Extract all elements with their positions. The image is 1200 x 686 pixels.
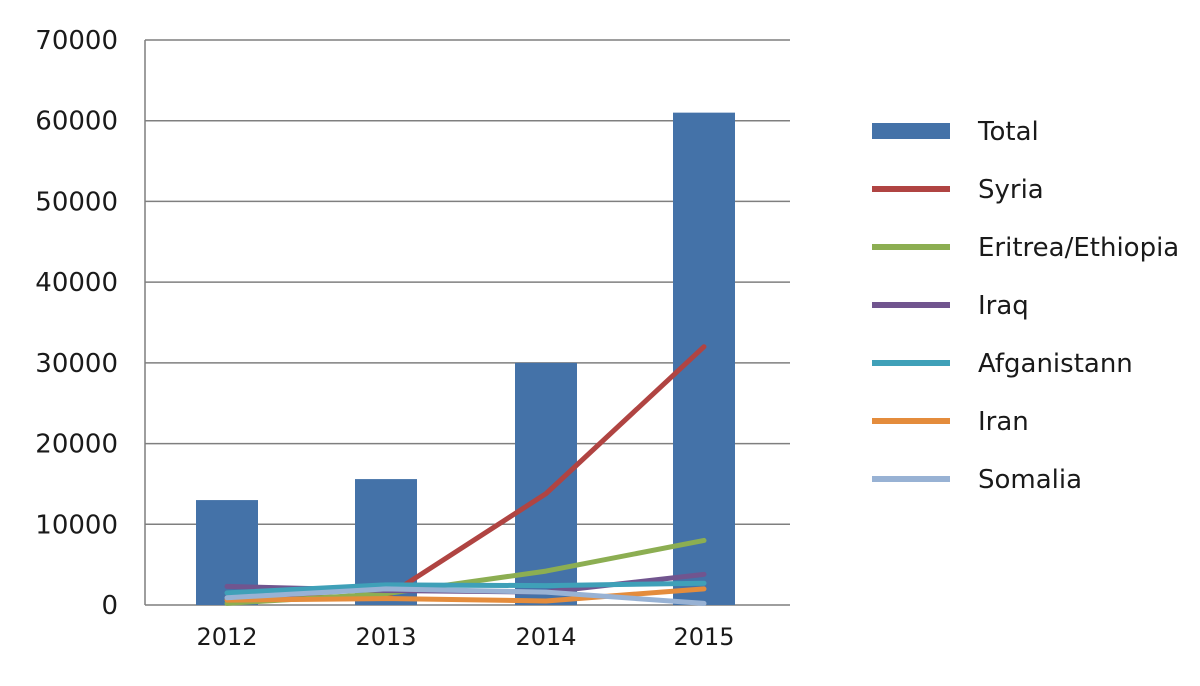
bar-total-2015 [673, 112, 735, 606]
legend-label: Somalia [978, 465, 1082, 495]
y-tick-label: 30000 [35, 349, 118, 379]
legend-label: Iran [978, 407, 1029, 437]
legend-item: Total [872, 117, 1039, 147]
y-tick-label: 10000 [35, 510, 118, 540]
legend-label: Total [977, 117, 1039, 147]
legend-item: Syria [872, 175, 1044, 205]
legend-item: Iraq [872, 291, 1029, 321]
legend-item: Afganistann [872, 349, 1133, 379]
legend-item: Iran [872, 407, 1029, 437]
x-tick-label: 2013 [355, 623, 416, 651]
y-tick-label: 20000 [35, 430, 118, 460]
line-series-group [224, 344, 707, 606]
legend-label: Eritrea/Ethiopia [978, 233, 1179, 263]
y-tick-labels: 0 10000 20000 30000 40000 50000 60000 70000 [35, 26, 118, 621]
bar-series-total [196, 112, 735, 606]
y-tick-label: 0 [101, 591, 118, 621]
legend-label: Iraq [978, 291, 1029, 321]
y-tick-label: 40000 [35, 268, 118, 298]
y-tick-label: 70000 [35, 26, 118, 56]
line-series-afganistann [224, 580, 707, 596]
y-tick-label: 60000 [35, 107, 118, 137]
x-tick-label: 2014 [515, 623, 576, 651]
x-tick-labels: 2012 2013 2014 2015 [196, 623, 734, 651]
legend: Total Syria Eritrea/Ethiopia Iraq Afganistan… [872, 117, 1179, 495]
legend-label: Syria [978, 175, 1044, 205]
line-series-syria [224, 344, 707, 601]
y-tick-label: 50000 [35, 187, 118, 217]
legend-label: Afganistann [978, 349, 1133, 379]
legend-swatch [872, 123, 950, 139]
line-series-iran [224, 586, 707, 604]
x-tick-label: 2012 [196, 623, 257, 651]
legend-item: Eritrea/Ethiopia [872, 233, 1179, 263]
legend-item: Somalia [872, 465, 1082, 495]
x-tick-label: 2015 [673, 623, 734, 651]
line-series-somalia [224, 586, 707, 606]
